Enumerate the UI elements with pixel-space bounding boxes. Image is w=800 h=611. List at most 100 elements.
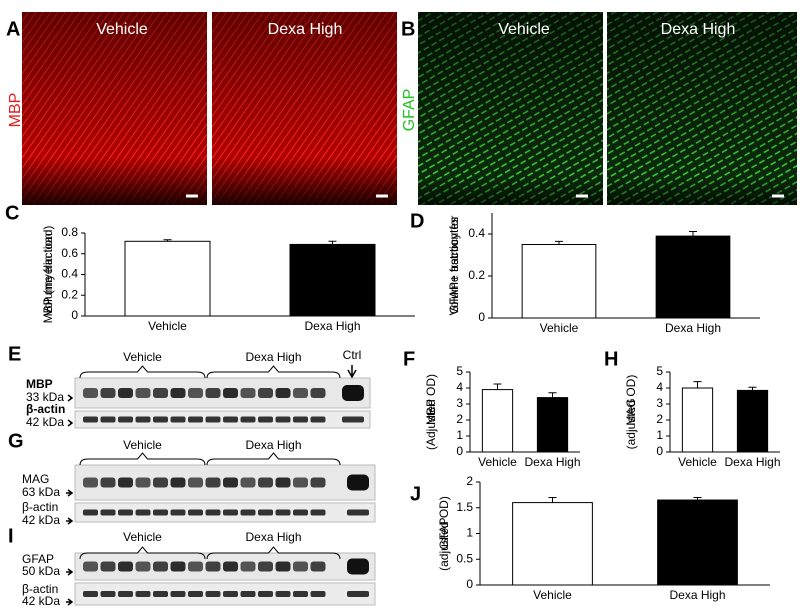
band bbox=[310, 388, 326, 398]
band bbox=[275, 561, 291, 572]
brace bbox=[79, 546, 206, 560]
band bbox=[205, 509, 221, 516]
band bbox=[258, 561, 273, 572]
y-tick-label: 4 bbox=[656, 380, 663, 394]
band bbox=[118, 591, 133, 597]
band bbox=[240, 591, 256, 597]
x-tick-label: Dexa High bbox=[669, 588, 725, 602]
blot-label: GFAP bbox=[22, 552, 54, 566]
band bbox=[347, 591, 369, 597]
bar bbox=[655, 235, 731, 319]
brace bbox=[206, 452, 341, 466]
band bbox=[188, 561, 203, 572]
bar bbox=[289, 243, 376, 317]
band bbox=[275, 591, 291, 597]
band bbox=[118, 477, 133, 488]
brace bbox=[79, 452, 206, 466]
band bbox=[100, 477, 116, 488]
y-tick-label: 5 bbox=[656, 364, 663, 378]
arrow bbox=[66, 489, 74, 497]
band bbox=[240, 561, 256, 572]
error-bar bbox=[493, 383, 502, 390]
y-tick-label: 0.5 bbox=[456, 551, 473, 565]
y-tick-label: 4 bbox=[456, 380, 463, 394]
y-tick-label: 1 bbox=[656, 428, 663, 442]
band bbox=[100, 561, 116, 572]
band bbox=[83, 416, 98, 423]
bar bbox=[657, 499, 738, 586]
band bbox=[275, 416, 291, 423]
panel-label: E bbox=[8, 343, 21, 365]
band bbox=[310, 477, 326, 488]
band bbox=[205, 591, 221, 597]
band bbox=[240, 416, 256, 423]
band bbox=[258, 416, 273, 423]
band bbox=[293, 509, 308, 516]
arrow bbox=[66, 517, 74, 525]
error-bar bbox=[555, 240, 563, 245]
image-label: Vehicle bbox=[498, 21, 550, 38]
image-label: Dexa High bbox=[268, 21, 343, 38]
error-bar bbox=[163, 239, 172, 242]
band bbox=[100, 416, 116, 423]
band bbox=[223, 561, 238, 572]
band bbox=[240, 477, 256, 488]
band bbox=[240, 388, 256, 398]
band bbox=[83, 477, 98, 488]
band bbox=[240, 509, 256, 516]
band bbox=[205, 388, 221, 398]
band bbox=[153, 561, 168, 572]
image-label: Dexa High bbox=[661, 21, 736, 38]
y-tick-label: 0.4 bbox=[61, 267, 78, 281]
y-tick-label: 0.2 bbox=[61, 287, 78, 301]
bar bbox=[521, 244, 597, 319]
band bbox=[83, 561, 98, 572]
band bbox=[275, 509, 291, 516]
brace bbox=[206, 546, 341, 560]
y-tick-label: 1 bbox=[466, 526, 473, 540]
band bbox=[342, 416, 364, 423]
y-tick-label: 1 bbox=[456, 428, 463, 442]
band bbox=[347, 558, 369, 575]
band bbox=[83, 388, 98, 398]
band bbox=[170, 388, 186, 398]
y-tick-label: 0.2 bbox=[468, 268, 485, 282]
y-axis-label: Volume fraction bbox=[41, 233, 55, 316]
blot-label: 42 kDa bbox=[22, 513, 60, 527]
y-tick-label: 2 bbox=[456, 412, 463, 426]
y-tick-label: 5 bbox=[456, 364, 463, 378]
x-tick-label: Dexa High bbox=[524, 455, 580, 469]
blot-label: β-actin bbox=[26, 402, 65, 416]
image-label: Vehicle bbox=[96, 21, 148, 38]
y-axis-label: MAG bbox=[624, 398, 638, 425]
gfap-images bbox=[418, 12, 797, 205]
band bbox=[223, 477, 238, 488]
band bbox=[258, 388, 273, 398]
y-tick-label: 0 bbox=[656, 444, 663, 458]
band bbox=[293, 416, 308, 423]
band bbox=[100, 388, 116, 398]
arrow bbox=[66, 598, 74, 606]
band bbox=[118, 388, 133, 398]
band bbox=[293, 477, 308, 488]
group-label: Dexa High bbox=[245, 438, 301, 452]
y-tick-label: 0 bbox=[466, 577, 473, 591]
error-bar bbox=[693, 381, 702, 388]
y-tick-label: 0.4 bbox=[468, 226, 485, 240]
band bbox=[118, 416, 133, 423]
group-label: Vehicle bbox=[123, 438, 162, 452]
y-axis-label: (adjusted OD) bbox=[624, 375, 638, 450]
band bbox=[118, 509, 133, 516]
panel-label: D bbox=[410, 210, 424, 232]
band bbox=[153, 591, 168, 597]
band bbox=[153, 416, 168, 423]
arrow bbox=[67, 394, 74, 402]
panel-label: G bbox=[8, 430, 24, 452]
y-axis-label: Volume fraction for bbox=[447, 215, 461, 315]
band bbox=[258, 591, 273, 597]
y-tick-label: 0 bbox=[456, 444, 463, 458]
band bbox=[100, 591, 116, 597]
y-tick-label: 3 bbox=[656, 396, 663, 410]
y-axis-label: (Adjusted OD) bbox=[424, 374, 438, 450]
